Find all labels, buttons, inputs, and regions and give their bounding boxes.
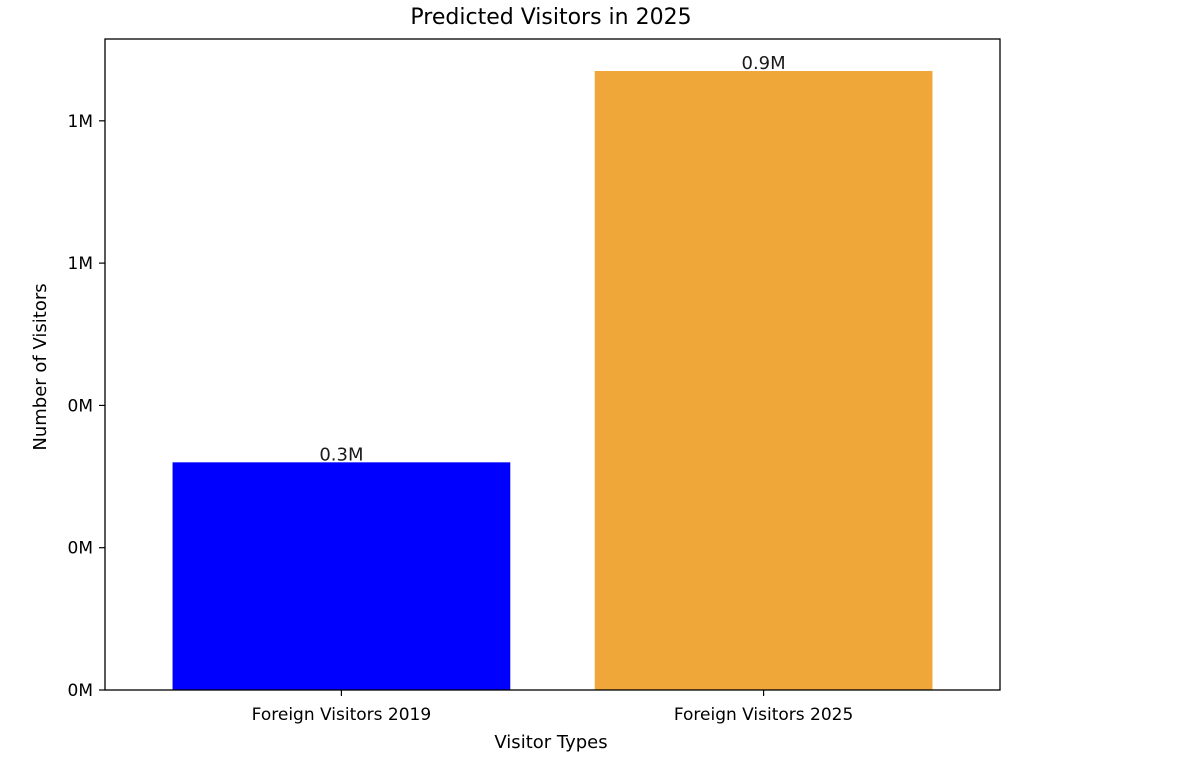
bar-foreign-visitors-2025 [594,71,933,690]
data-labels: 0.3M 0.9M [319,53,785,465]
data-label-foreign-visitors-2025: 0.9M [742,53,786,74]
x-axis-ticks: Foreign Visitors 2019 Foreign Visitors 20… [252,690,853,725]
y-axis-ticks: 0M 0M 0M 1M 1M [68,112,105,701]
y-tick-label: 0M [68,539,93,559]
x-tick-label-foreign-visitors-2025: Foreign Visitors 2025 [674,705,853,725]
y-axis-label: Number of Visitors [30,283,51,450]
bar-foreign-visitors-2019 [172,462,511,690]
data-label-foreign-visitors-2019: 0.3M [319,444,363,465]
y-tick-label: 0M [68,396,93,416]
x-tick-label-foreign-visitors-2019: Foreign Visitors 2019 [252,705,431,725]
bars-layer [172,71,933,690]
x-axis-label: Visitor Types [494,732,607,753]
y-tick-label: 1M [68,112,93,132]
y-tick-label: 0M [68,681,93,701]
plot-frame [104,38,1001,691]
y-tick-label: 1M [68,254,93,274]
chart-title: Predicted Visitors in 2025 [410,5,691,30]
